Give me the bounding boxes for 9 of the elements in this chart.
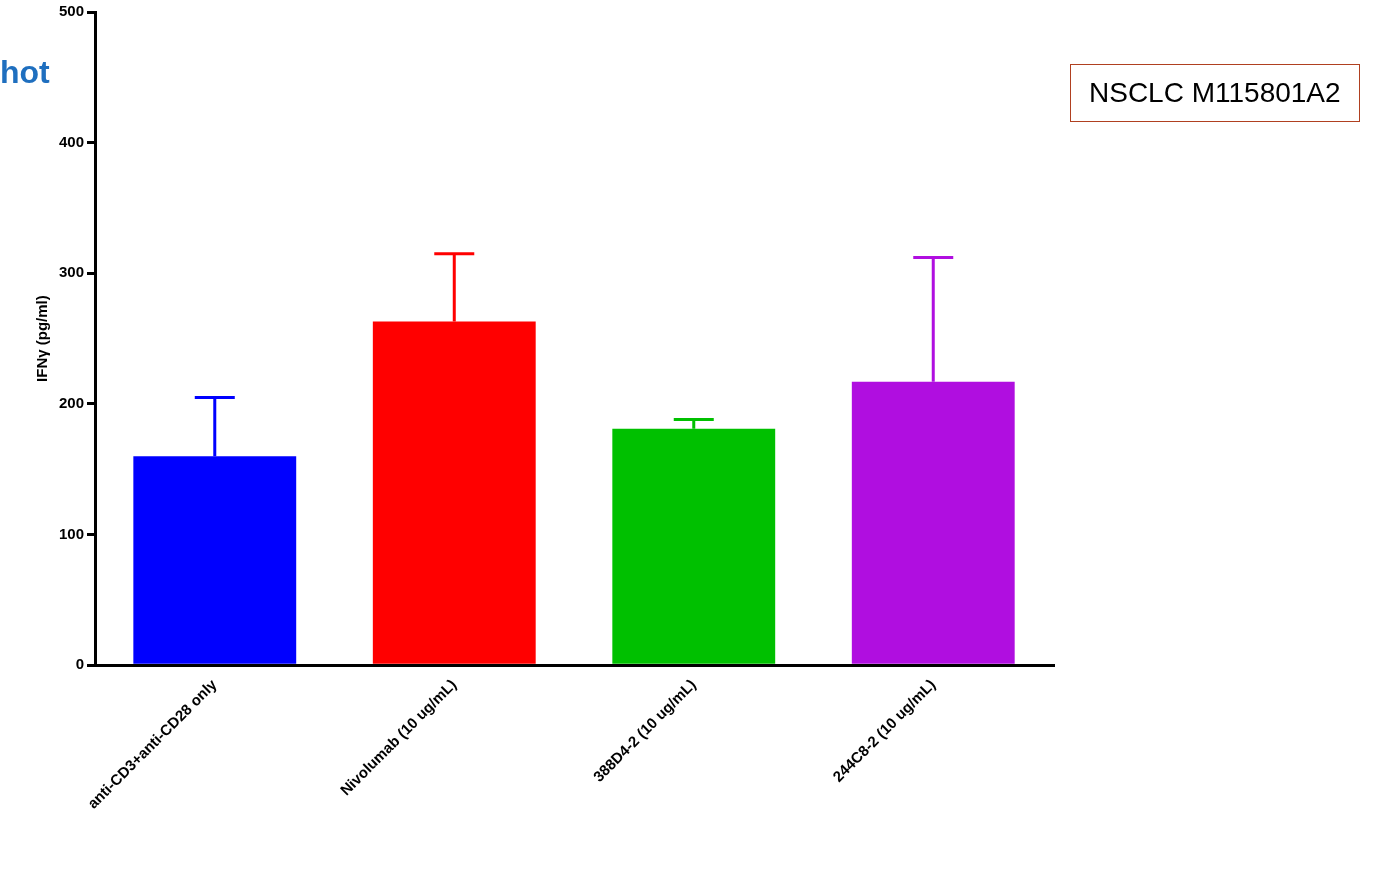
y-tick-label: 100: [59, 524, 85, 542]
y-tick-label: 500: [59, 2, 85, 20]
y-tick-label: 200: [59, 394, 85, 412]
y-tick-label: 400: [59, 132, 85, 150]
text: NSCLC M115801A2: [1070, 64, 1360, 122]
y-axis-title: IFNγ (pg/ml): [33, 295, 51, 382]
text: hot: [0, 54, 50, 91]
y-tick-label: 300: [59, 263, 85, 281]
y-tick-label: 0: [75, 655, 85, 673]
